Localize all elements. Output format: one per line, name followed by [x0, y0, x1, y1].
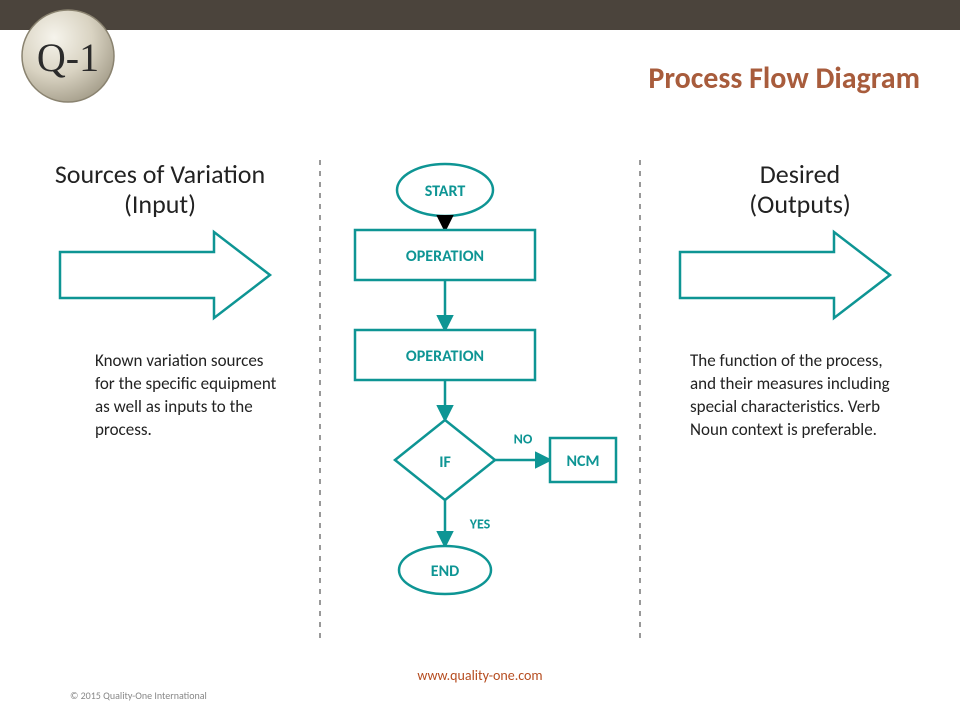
node-start: [397, 164, 493, 216]
logo-badge: Q-1: [20, 8, 116, 104]
right-column-body: The function of the process, and their m…: [690, 350, 900, 442]
left-column-body: Known variation sources for the specific…: [95, 350, 285, 442]
node-if-label: IF: [439, 453, 451, 472]
node-end: [399, 546, 491, 594]
edge-if-ncm-label: NO: [514, 430, 533, 447]
node-op1-label: OPERATION: [406, 247, 484, 266]
node-ncm-label: NCM: [567, 452, 600, 471]
edge-if-end-label: YES: [469, 515, 491, 532]
node-if: [395, 420, 495, 500]
top-bar: [0, 0, 960, 30]
node-op2-label: OPERATION: [406, 347, 484, 366]
footer-copyright: © 2015 Quality-One International: [70, 689, 207, 702]
output-arrow: [680, 232, 890, 318]
input-arrow: [60, 232, 270, 318]
footer-link[interactable]: www.quality-one.com: [0, 667, 960, 684]
right-column-heading: Desired (Outputs): [680, 160, 920, 220]
page-title: Process Flow Diagram: [648, 60, 920, 97]
node-end-label: END: [431, 562, 459, 581]
node-op2: [355, 330, 535, 380]
logo-text: Q-1: [37, 35, 99, 80]
left-column-heading: Sources of Variation (Input): [30, 160, 290, 220]
node-start-label: START: [425, 182, 466, 201]
node-op1: [355, 230, 535, 280]
node-ncm: [550, 438, 616, 482]
